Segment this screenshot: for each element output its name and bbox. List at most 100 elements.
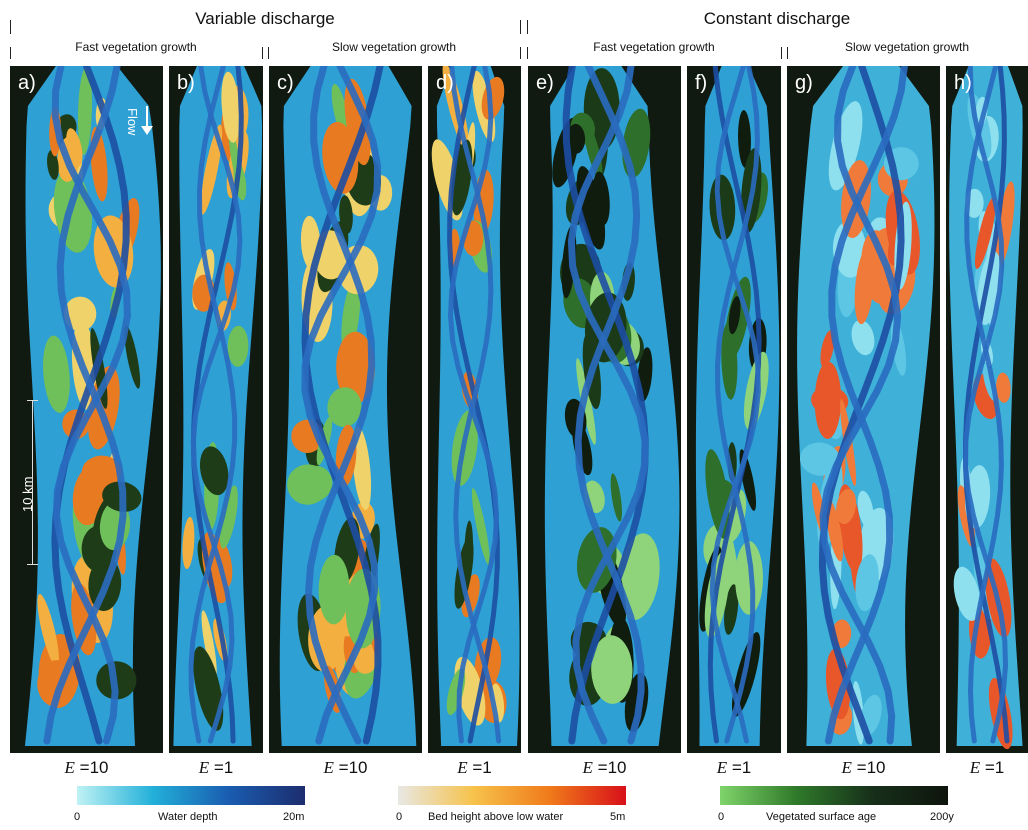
river-bar xyxy=(591,635,633,704)
river-channel xyxy=(447,66,500,744)
fast-growth-header-1: Fast vegetation growth xyxy=(10,40,262,54)
panel-a xyxy=(10,66,163,753)
bracket-tick xyxy=(527,47,528,59)
river-bar xyxy=(735,541,763,615)
river-bar xyxy=(336,331,375,404)
river-bar xyxy=(227,325,249,367)
braided-river-map xyxy=(431,66,520,746)
river-bar xyxy=(318,554,350,625)
flow-label: Flow xyxy=(125,108,140,136)
vegetation-age-colorbar xyxy=(720,786,948,805)
e-label-e: E =10 xyxy=(582,758,627,777)
e-label-g: E =10 xyxy=(841,758,886,777)
river-bar xyxy=(200,124,223,215)
flow-arrow-icon xyxy=(141,106,153,135)
river-channel xyxy=(819,66,902,745)
panel-h xyxy=(946,66,1028,753)
panel-label-e: e) xyxy=(536,72,554,94)
river-bar xyxy=(996,372,1011,403)
river-bar xyxy=(974,197,996,269)
river-bar xyxy=(610,473,622,522)
panel-label-g: g) xyxy=(795,72,813,94)
river-channel xyxy=(963,66,1010,744)
vegetation-age-max: 200y xyxy=(930,811,954,823)
panel-d xyxy=(428,66,521,753)
vegetation-age-min: 0 xyxy=(718,811,725,823)
river-channel xyxy=(188,66,238,744)
river-bar xyxy=(124,325,141,389)
bracket-tick xyxy=(520,47,521,59)
river-channel xyxy=(709,66,761,744)
river-bar xyxy=(799,442,840,476)
slow-growth-header-1: Slow vegetation growth xyxy=(268,40,520,54)
braided-river-map xyxy=(173,66,263,746)
river-bar xyxy=(728,296,741,335)
river-channel xyxy=(301,66,382,745)
vegetation-age-title: Vegetated surface age xyxy=(766,811,877,823)
river-bar xyxy=(855,554,879,612)
river-bar xyxy=(820,329,835,368)
bracket-tick xyxy=(262,47,263,59)
river-bar xyxy=(63,296,97,332)
river-channel xyxy=(447,66,500,744)
panel-f xyxy=(687,66,781,753)
river-bar xyxy=(836,488,857,525)
water-depth-title: Water depth xyxy=(158,811,218,823)
river-bar xyxy=(201,610,217,678)
river-bar xyxy=(851,319,875,356)
river-bar xyxy=(77,66,92,155)
river-bar xyxy=(322,121,359,194)
panel-e xyxy=(528,66,681,753)
river-bar xyxy=(201,531,229,604)
e-label-a: E =10 xyxy=(64,758,109,777)
river-bar xyxy=(327,387,362,428)
river-bar xyxy=(71,583,97,656)
river-bar xyxy=(854,248,875,325)
water-depth-colorbar xyxy=(77,786,305,805)
river-bar xyxy=(811,386,849,415)
scale-label: 10 km xyxy=(20,476,35,512)
fast-growth-header-2: Fast vegetation growth xyxy=(527,40,781,54)
river-channel xyxy=(818,66,905,745)
bracket-tick xyxy=(787,47,788,59)
braided-river-map xyxy=(24,66,161,746)
river-channel xyxy=(301,66,384,745)
braided-river-map xyxy=(695,66,780,746)
braided-river-map xyxy=(797,66,935,746)
bed-height-min: 0 xyxy=(396,811,403,823)
river-bar xyxy=(454,536,474,609)
e-label-b: E =1 xyxy=(198,758,234,777)
river-bar xyxy=(953,566,981,621)
river-bar xyxy=(471,488,490,565)
water-depth-max: 20m xyxy=(283,811,305,823)
bracket-tick xyxy=(10,47,11,59)
river-channel xyxy=(964,66,1004,744)
river-bar xyxy=(339,195,353,234)
panel-label-b: b) xyxy=(177,72,195,94)
river-channel xyxy=(190,66,244,744)
river-channel xyxy=(51,66,131,745)
panel-label-a: a) xyxy=(18,72,36,94)
river-bar xyxy=(37,593,59,667)
river-bar xyxy=(182,516,195,570)
panel-label-d: d) xyxy=(436,72,454,94)
river-bar xyxy=(47,150,59,180)
river-bar xyxy=(298,465,333,501)
river-bar xyxy=(43,335,70,413)
bracket-tick xyxy=(520,20,521,34)
river-bar xyxy=(199,446,229,496)
bracket-tick xyxy=(527,20,528,34)
river-bar xyxy=(576,527,617,593)
river-channel xyxy=(574,66,645,745)
river-channel xyxy=(714,66,760,744)
river-bar xyxy=(592,171,610,226)
river-bar xyxy=(566,123,586,154)
e-label-h: E =1 xyxy=(969,758,1005,777)
constant-discharge-header: Constant discharge xyxy=(527,9,1027,29)
panel-b xyxy=(169,66,263,753)
river-bar xyxy=(219,485,238,549)
scale-bar xyxy=(27,400,38,565)
river-channel xyxy=(824,66,908,745)
river-bar xyxy=(828,101,863,191)
panel-label-h: h) xyxy=(954,72,972,94)
